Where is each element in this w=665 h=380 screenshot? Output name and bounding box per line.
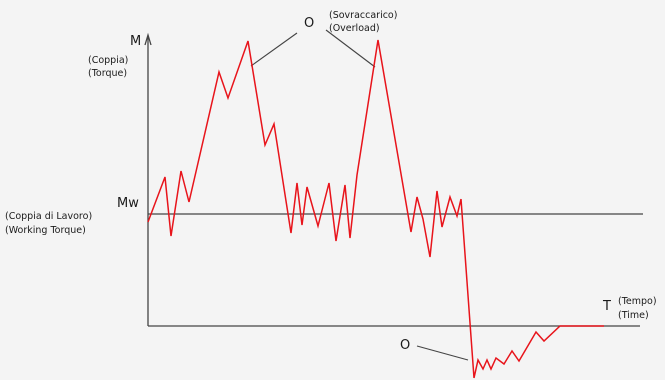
working-torque-label-en: (Working Torque) xyxy=(5,225,86,236)
overload-label-en: (Overload) xyxy=(329,23,380,34)
overload-leader-right xyxy=(325,29,376,68)
torque-label-it: (Coppia) xyxy=(88,55,128,66)
time-label-en: (Time) xyxy=(618,310,649,321)
overload-leader-left xyxy=(250,32,298,67)
overload-label-it: (Sovraccarico) xyxy=(329,10,397,21)
working-torque-label-it: (Coppia di Lavoro) xyxy=(5,211,92,222)
m-axis-arrow xyxy=(144,32,152,46)
t-axis-label: T xyxy=(602,299,611,314)
overload-marker: O xyxy=(304,16,314,31)
underload-marker: O xyxy=(400,338,410,353)
torque-signal-line xyxy=(147,39,604,379)
underload-leader xyxy=(416,345,469,361)
time-label-it: (Tempo) xyxy=(618,296,657,307)
torque-label-en: (Torque) xyxy=(88,68,127,79)
mw-label: Mw xyxy=(117,196,139,211)
m-axis-label: M xyxy=(130,34,141,49)
